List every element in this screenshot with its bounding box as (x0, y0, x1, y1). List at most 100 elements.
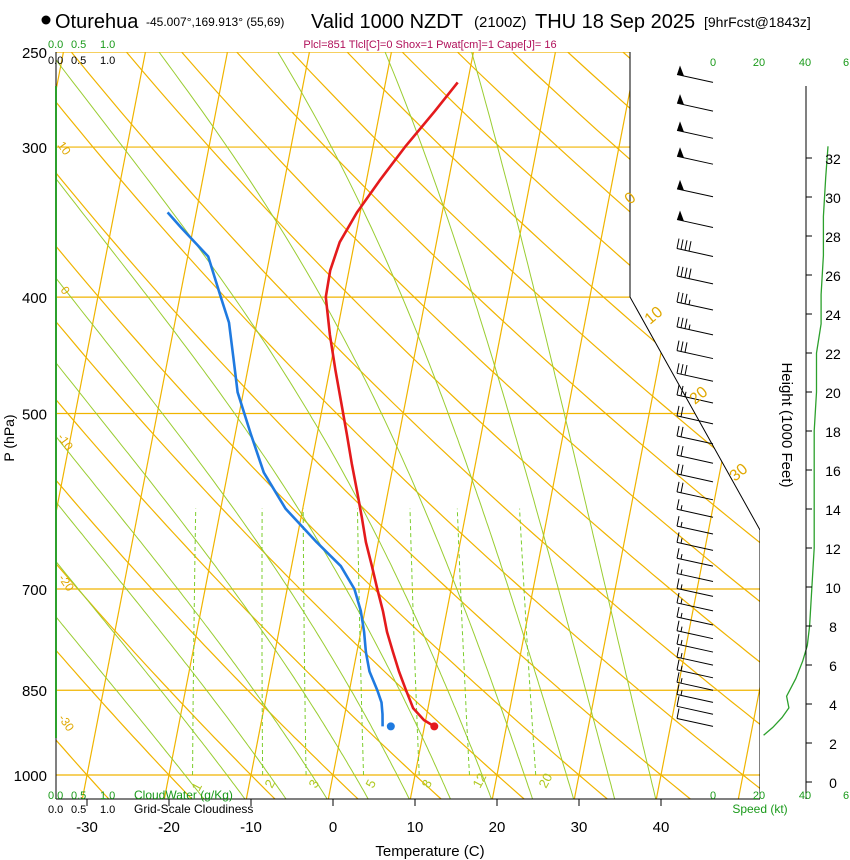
dry-adiabat-label: -30 (56, 712, 78, 735)
wind-barb-feather (680, 406, 684, 417)
mixing-ratio-line (519, 508, 537, 776)
moist-adiabat (56, 59, 493, 799)
height-tick-label: 4 (829, 697, 837, 713)
height-tick-label: 6 (829, 658, 837, 674)
thermo-grid (56, 52, 760, 799)
mixing-ratio-label: 12 (469, 771, 489, 791)
x-tick-label: 10 (407, 819, 424, 836)
wind-barb-feather (680, 364, 684, 375)
wind-barb-half-feather (680, 690, 683, 696)
wind-barb-feather (676, 238, 680, 249)
wind-barb-staff (676, 219, 714, 228)
wind-barb-feather (676, 634, 680, 645)
wind-barb-staff (676, 248, 714, 257)
wind-barb-feather (676, 340, 680, 351)
wind-barb-staff (676, 587, 714, 597)
cloudiness-tick: 0.0 (48, 55, 63, 67)
wind-barb-half-feather (680, 584, 683, 590)
moist-adiabat (56, 501, 287, 799)
moist-adiabat (56, 177, 452, 799)
wind-barb-feather (676, 516, 680, 527)
dry-adiabat-label: 0 (58, 284, 73, 298)
x-tick-label: 20 (489, 819, 506, 836)
speed-tick-top: 40 (799, 57, 811, 69)
height-tick-label: 26 (825, 268, 841, 284)
y-axis-title: P (hPa) (1, 414, 17, 461)
moist-adiabat (56, 362, 369, 799)
wind-barb-feather (684, 267, 688, 278)
wind-barb-feather (676, 265, 680, 277)
cloud-water-label: CloudWater (g/Kg) (134, 788, 233, 802)
wind-barb-feather (684, 342, 688, 353)
wind-barb-staff (676, 435, 714, 445)
wind-barb-staff (676, 372, 714, 382)
height-tick-label: 22 (825, 346, 841, 362)
mixing-ratio-label: 8 (418, 777, 435, 790)
moist-adiabat (277, 52, 575, 799)
wind-barb-feather (680, 341, 684, 352)
wind-barb-half-feather (680, 612, 683, 619)
wind-barbs (676, 65, 829, 736)
cloudiness-label: Grid-Scale Cloudiness (134, 802, 253, 816)
pressure-tick-label: 400 (22, 290, 47, 307)
dry-adiabat (401, 52, 760, 376)
moist-adiabat (56, 435, 328, 799)
wind-barb-feather (676, 481, 680, 492)
wind-barb-staff (676, 394, 714, 404)
wind-barb-feather (676, 606, 680, 618)
wind-barb-staff (676, 415, 714, 425)
x-tick-label: -20 (158, 819, 180, 836)
wind-barb-half-feather (688, 299, 691, 305)
speed-tick-top: 20 (753, 57, 765, 69)
wind-barb-feather (676, 463, 680, 475)
wind-barb-feather (684, 293, 688, 304)
cloudiness-tick: 0.5 (71, 55, 86, 67)
wind-barb-feather (676, 578, 680, 589)
wind-barb-feather (680, 426, 684, 437)
wind-barb-staff (676, 717, 714, 727)
station-location: -45.007°,169.913° (55,69) (146, 15, 284, 29)
x-tick-label: 30 (571, 819, 588, 836)
wind-barb-half-feather (680, 678, 683, 684)
isotherm-line (245, 52, 393, 799)
dry-adiabat (56, 320, 526, 799)
wind-barb-feather (688, 268, 692, 279)
station-marker (41, 15, 51, 25)
sounding-line (324, 81, 459, 728)
height-tick-label: 12 (825, 541, 841, 557)
height-tick-label: 30 (825, 190, 841, 206)
wind-barb-half-feather (680, 665, 683, 671)
isotherm-line (163, 52, 311, 799)
dry-adiabat (180, 52, 760, 603)
moist-adiabat (158, 52, 534, 799)
surface-temperature-dot (430, 722, 439, 731)
cloudiness-tick: 0.5 (71, 804, 86, 816)
height-tick-label: 8 (829, 619, 837, 635)
dry-adiabat (56, 245, 609, 799)
valid-date: THU 18 Sep 2025 (535, 11, 695, 33)
x-tick-label: -30 (76, 819, 98, 836)
wind-barb-feather (676, 659, 680, 671)
mixing-ratio-line (302, 508, 307, 776)
wind-barb-feather (676, 548, 680, 559)
wind-barb-feather (676, 363, 680, 374)
mixing-ratio-line (192, 508, 197, 776)
dry-adiabat (56, 649, 193, 799)
wind-barb-half-feather (680, 639, 683, 646)
wind-barb-feather (688, 241, 692, 252)
wind-barb-half-feather (680, 505, 683, 511)
wind-speed-profile (763, 146, 829, 736)
wind-barb-staff (676, 630, 714, 640)
zulu-time: (2100Z) (474, 14, 527, 31)
speed-tick-bottom: 20 (753, 790, 765, 802)
isotherm-line (56, 52, 147, 516)
dry-adiabat (56, 398, 443, 799)
wind-barb-half-feather (680, 569, 683, 575)
height-tick-label: 24 (825, 307, 841, 323)
sounding-profiles (166, 81, 459, 731)
dry-adiabat-label: -10 (55, 431, 77, 454)
cloud-water-tick: 1.0 (100, 790, 115, 802)
cloud-water-tick: 0.5 (71, 790, 86, 802)
dry-adiabat (56, 562, 276, 799)
